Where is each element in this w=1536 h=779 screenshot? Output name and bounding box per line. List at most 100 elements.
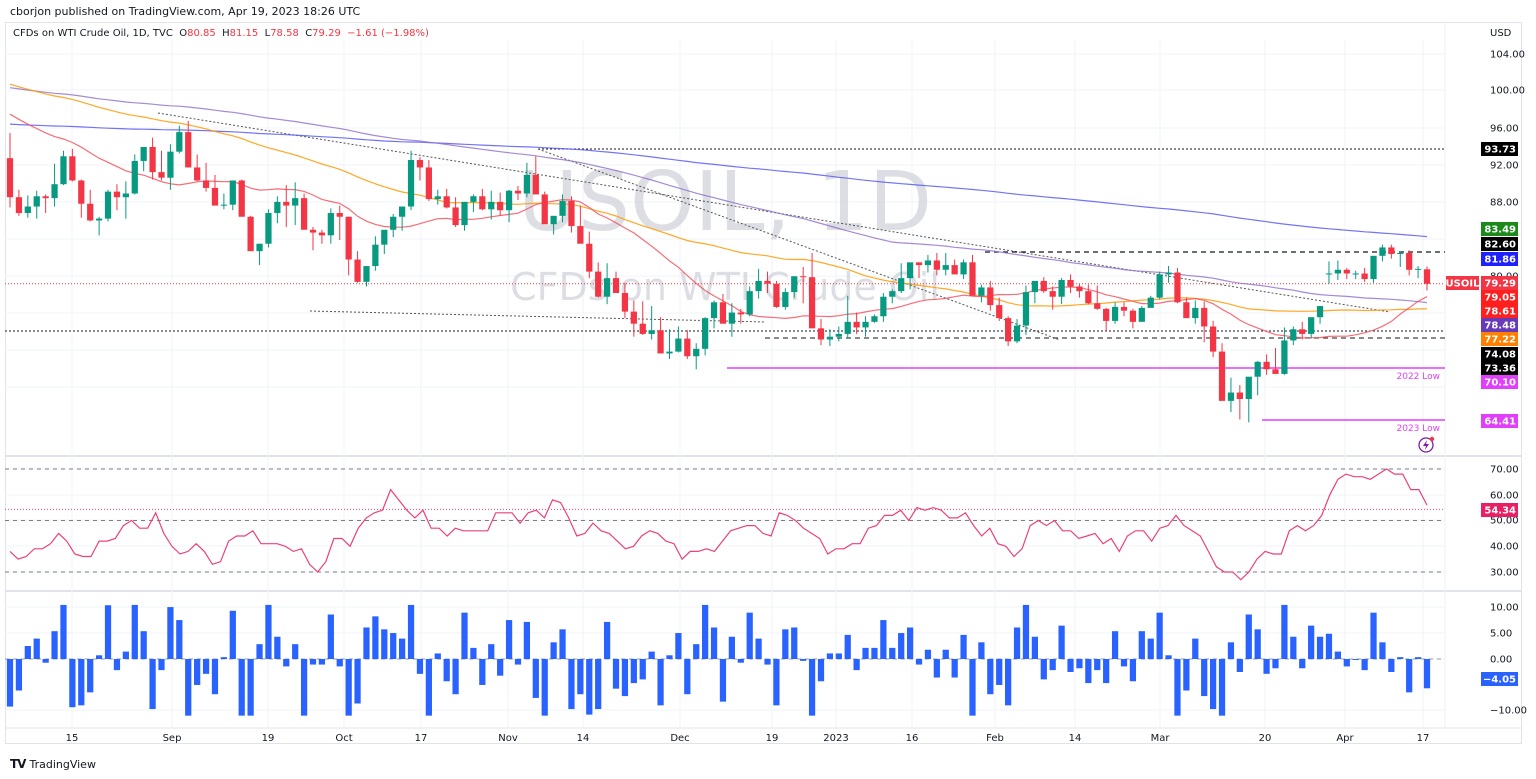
candle[interactable]: [924, 254, 932, 273]
candle[interactable]: [211, 174, 219, 206]
lightning-alert-icon[interactable]: [1418, 436, 1435, 453]
candle[interactable]: [621, 282, 629, 319]
candles[interactable]: [6, 120, 1431, 423]
candle[interactable]: [1245, 376, 1252, 423]
candle[interactable]: [800, 266, 807, 304]
candle[interactable]: [399, 206, 406, 231]
candle[interactable]: [942, 253, 949, 276]
candle[interactable]: [131, 154, 138, 195]
candle[interactable]: [808, 253, 816, 329]
candle[interactable]: [60, 150, 67, 186]
candle[interactable]: [1005, 316, 1012, 347]
rsi-pane[interactable]: [5, 468, 1445, 581]
candle[interactable]: [24, 195, 31, 218]
candle[interactable]: [1406, 250, 1413, 276]
candle[interactable]: [933, 253, 940, 276]
candle[interactable]: [238, 179, 245, 217]
candle[interactable]: [1192, 300, 1199, 324]
candle[interactable]: [452, 197, 459, 227]
candle[interactable]: [1129, 308, 1137, 329]
candle[interactable]: [309, 226, 317, 251]
candle[interactable]: [1022, 285, 1030, 335]
candle[interactable]: [675, 326, 682, 353]
candle[interactable]: [987, 280, 994, 311]
candle[interactable]: [42, 194, 49, 214]
candle[interactable]: [1254, 360, 1261, 396]
candle[interactable]: [906, 262, 914, 290]
candle[interactable]: [318, 229, 326, 244]
candle[interactable]: [755, 268, 762, 299]
candle[interactable]: [185, 120, 192, 168]
candle[interactable]: [880, 293, 887, 322]
candle[interactable]: [871, 314, 878, 323]
candle[interactable]: [523, 162, 531, 198]
downtrend-line-2[interactable]: [537, 148, 1061, 341]
candle[interactable]: [407, 150, 415, 211]
candle[interactable]: [764, 271, 771, 294]
candle[interactable]: [167, 144, 174, 190]
footer-brand[interactable]: TV TradingView: [10, 757, 96, 771]
candle[interactable]: [746, 286, 753, 317]
candle[interactable]: [1352, 270, 1359, 280]
candle[interactable]: [595, 262, 602, 298]
candle[interactable]: [1165, 266, 1172, 283]
candle[interactable]: [69, 148, 76, 182]
candle[interactable]: [1147, 295, 1154, 308]
candle[interactable]: [1156, 271, 1163, 300]
candle[interactable]: [1174, 267, 1181, 304]
candle[interactable]: [817, 319, 825, 346]
candle[interactable]: [648, 306, 655, 340]
candle[interactable]: [835, 326, 842, 342]
candle[interactable]: [488, 190, 495, 220]
candle[interactable]: [33, 190, 40, 219]
candle[interactable]: [425, 160, 432, 201]
time-axis[interactable]: 15 Sep 19 Oct 17 Nov 14 Dec 19 2023 16 Feb 14 Mar 20 Ap…: [66, 733, 1430, 744]
candle[interactable]: [1209, 320, 1217, 358]
candle[interactable]: [51, 163, 58, 207]
candle[interactable]: [630, 300, 637, 337]
candle[interactable]: [300, 193, 308, 230]
candle[interactable]: [1343, 267, 1350, 280]
candle[interactable]: [1111, 302, 1119, 324]
candle[interactable]: [862, 316, 869, 337]
candle[interactable]: [1316, 306, 1324, 324]
candle[interactable]: [479, 188, 486, 211]
candle[interactable]: [657, 317, 664, 354]
candle[interactable]: [122, 181, 129, 219]
candle[interactable]: [220, 193, 228, 210]
candle[interactable]: [1120, 302, 1128, 317]
candle[interactable]: [363, 266, 370, 287]
candle[interactable]: [1414, 266, 1422, 279]
candle[interactable]: [1263, 354, 1270, 375]
candle[interactable]: [202, 162, 210, 192]
candle[interactable]: [568, 196, 575, 233]
candle[interactable]: [969, 254, 976, 296]
candle[interactable]: [229, 180, 236, 211]
candle[interactable]: [710, 300, 718, 329]
candle[interactable]: [1013, 319, 1021, 344]
candle[interactable]: [149, 137, 156, 180]
candle[interactable]: [853, 312, 860, 334]
candle[interactable]: [728, 303, 735, 337]
candle[interactable]: [15, 189, 23, 216]
candle[interactable]: [390, 213, 397, 238]
candle[interactable]: [586, 231, 593, 279]
candle[interactable]: [693, 343, 700, 370]
candle[interactable]: [327, 208, 334, 244]
candle[interactable]: [1103, 307, 1110, 332]
candle[interactable]: [336, 205, 343, 240]
candle[interactable]: [176, 125, 183, 154]
candle[interactable]: [381, 229, 388, 254]
candle[interactable]: [1290, 326, 1297, 346]
candle[interactable]: [1299, 321, 1306, 340]
candle[interactable]: [684, 330, 691, 360]
candle[interactable]: [96, 216, 103, 236]
candle[interactable]: [345, 216, 352, 276]
candle[interactable]: [559, 194, 566, 223]
candle[interactable]: [1334, 260, 1341, 280]
candle[interactable]: [274, 196, 281, 224]
candle[interactable]: [194, 154, 201, 182]
candle[interactable]: [283, 185, 290, 227]
candle[interactable]: [6, 133, 14, 208]
